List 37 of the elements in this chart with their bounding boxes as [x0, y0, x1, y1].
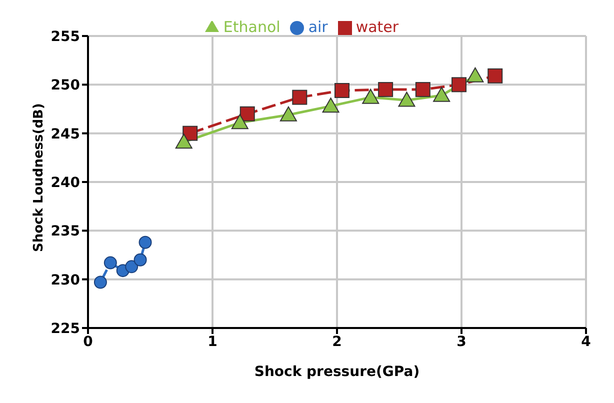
- point: [398, 92, 416, 107]
- point: [322, 98, 340, 113]
- point: [138, 236, 152, 249]
- y-tick-label: 250: [50, 78, 80, 94]
- legend-label: Ethanol: [223, 18, 280, 36]
- y-tick-label: 235: [50, 224, 80, 240]
- y-tick-label: 245: [50, 126, 80, 142]
- point: [334, 83, 350, 98]
- y-tick-label: 255: [50, 28, 80, 45]
- point: [292, 90, 308, 105]
- point: [240, 106, 255, 122]
- x-tick-label: 1: [208, 334, 218, 350]
- y-tick-label: 230: [50, 272, 80, 288]
- y-tick-label: 240: [50, 174, 80, 191]
- point: [104, 256, 117, 270]
- y-axis-title: Shock Loudness(dB): [32, 103, 47, 252]
- point: [452, 77, 467, 92]
- y-tick-label: 225: [50, 320, 80, 337]
- point: [175, 134, 192, 149]
- point: [433, 86, 450, 102]
- legend-label: water: [356, 18, 399, 36]
- point: [231, 114, 248, 130]
- point: [134, 253, 147, 266]
- legend-label: air: [308, 18, 328, 36]
- x-axis-title: Shock pressure(GPa): [254, 364, 420, 380]
- point: [466, 67, 484, 82]
- point: [280, 106, 297, 122]
- point: [378, 82, 394, 98]
- point: [94, 276, 107, 289]
- point: [488, 68, 503, 84]
- x-tick-label: 3: [456, 334, 466, 350]
- point: [415, 82, 430, 98]
- x-tick-label: 0: [83, 334, 94, 350]
- point: [125, 260, 138, 274]
- x-tick-label: 2: [332, 334, 342, 350]
- point: [362, 88, 380, 104]
- x-tick-label: 4: [581, 334, 592, 350]
